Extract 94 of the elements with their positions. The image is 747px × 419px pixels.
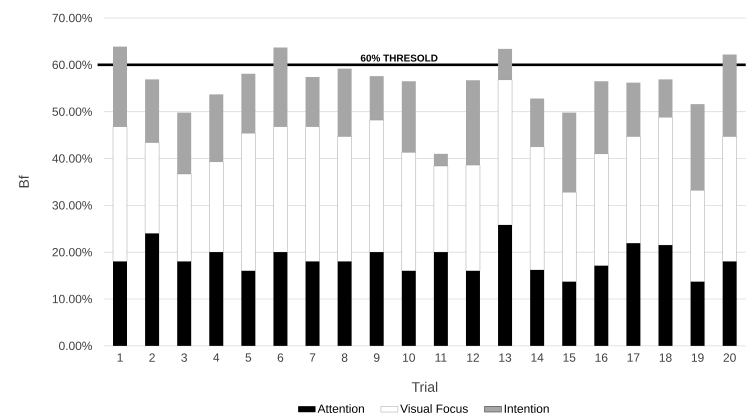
bar bbox=[177, 112, 192, 174]
y-tick-label: 10.00% bbox=[52, 294, 92, 304]
bar bbox=[176, 174, 192, 262]
x-tick-label: 20 bbox=[724, 353, 736, 362]
legend-label: Visual Focus bbox=[400, 404, 468, 413]
bar bbox=[466, 270, 480, 346]
bar bbox=[594, 266, 608, 346]
x-tick-label: 1 bbox=[118, 353, 123, 362]
bar bbox=[177, 262, 192, 346]
bar bbox=[209, 94, 224, 162]
bar bbox=[144, 142, 160, 234]
legend-label: Intention bbox=[504, 404, 549, 413]
y-tick-label: 0.00% bbox=[59, 342, 92, 350]
bar bbox=[626, 243, 640, 346]
bar bbox=[658, 245, 672, 346]
bar bbox=[530, 146, 544, 270]
bar bbox=[690, 190, 705, 282]
bar bbox=[530, 98, 544, 147]
x-tick-label: 14 bbox=[531, 353, 544, 362]
bar bbox=[562, 282, 576, 346]
bar bbox=[306, 77, 320, 127]
x-tick-label: 3 bbox=[181, 353, 187, 362]
y-axis-title: Bf bbox=[18, 175, 29, 188]
y-tick-label: 50.00% bbox=[52, 108, 92, 116]
bar bbox=[690, 282, 705, 346]
ref-line-label: 60% THRESOLD bbox=[360, 54, 438, 62]
bar bbox=[241, 74, 256, 134]
bar bbox=[434, 252, 448, 346]
bar bbox=[337, 136, 352, 262]
legend-label: Attention bbox=[318, 404, 364, 413]
bar bbox=[626, 136, 641, 244]
bar bbox=[306, 262, 320, 346]
bar bbox=[305, 126, 320, 262]
bar bbox=[594, 154, 609, 266]
bar bbox=[402, 81, 416, 152]
x-tick-label: 11 bbox=[436, 353, 446, 362]
bar bbox=[722, 136, 737, 262]
bar bbox=[498, 225, 512, 346]
y-tick-label: 70.00% bbox=[52, 14, 92, 22]
x-tick-label: 5 bbox=[246, 353, 252, 362]
bar bbox=[273, 252, 288, 346]
x-tick-label: 2 bbox=[149, 353, 155, 362]
bar bbox=[466, 164, 480, 272]
x-tick-label: 15 bbox=[563, 353, 576, 362]
bar bbox=[113, 46, 128, 127]
bar bbox=[338, 262, 352, 346]
bar bbox=[562, 112, 576, 192]
bar bbox=[498, 80, 512, 226]
x-tick-label: 8 bbox=[342, 353, 348, 362]
bar bbox=[273, 48, 288, 127]
bar bbox=[338, 68, 352, 137]
bar bbox=[530, 270, 544, 346]
bar bbox=[113, 262, 128, 346]
bar bbox=[209, 252, 224, 346]
bar bbox=[370, 252, 384, 346]
x-tick-label: 9 bbox=[374, 353, 380, 362]
bar bbox=[402, 152, 416, 272]
bar bbox=[434, 166, 448, 252]
bar bbox=[498, 48, 512, 80]
bar bbox=[722, 262, 737, 346]
x-tick-label: 4 bbox=[213, 353, 220, 362]
bar bbox=[466, 80, 480, 166]
bar bbox=[626, 82, 640, 137]
y-tick-label: 30.00% bbox=[52, 201, 92, 210]
bar bbox=[370, 120, 384, 252]
bar bbox=[562, 192, 576, 282]
bar bbox=[145, 79, 160, 143]
bar bbox=[209, 162, 224, 252]
x-tick-label: 16 bbox=[596, 353, 608, 362]
bar bbox=[658, 79, 672, 118]
bar bbox=[145, 234, 160, 346]
bar bbox=[241, 133, 256, 272]
bar bbox=[434, 154, 448, 166]
x-tick-label: 12 bbox=[467, 353, 480, 362]
x-tick-label: 18 bbox=[660, 353, 672, 362]
bar bbox=[690, 104, 705, 190]
x-tick-label: 10 bbox=[403, 353, 415, 362]
bar bbox=[402, 270, 416, 346]
y-tick-label: 20.00% bbox=[52, 248, 92, 256]
y-tick-label: 60.00% bbox=[52, 60, 92, 70]
bar bbox=[594, 81, 608, 154]
x-tick-label: 6 bbox=[278, 353, 284, 362]
x-tick-label: 7 bbox=[310, 353, 316, 362]
x-axis-title: Trial bbox=[412, 382, 438, 392]
bar bbox=[370, 76, 384, 120]
x-tick-label: 17 bbox=[628, 353, 640, 362]
x-tick-label: 13 bbox=[499, 353, 512, 362]
x-tick-label: 19 bbox=[692, 353, 704, 362]
bar bbox=[273, 126, 288, 252]
bar bbox=[112, 126, 128, 262]
bar bbox=[658, 117, 673, 246]
bar bbox=[241, 270, 256, 346]
bar bbox=[722, 54, 737, 137]
y-tick-label: 40.00% bbox=[52, 154, 92, 163]
